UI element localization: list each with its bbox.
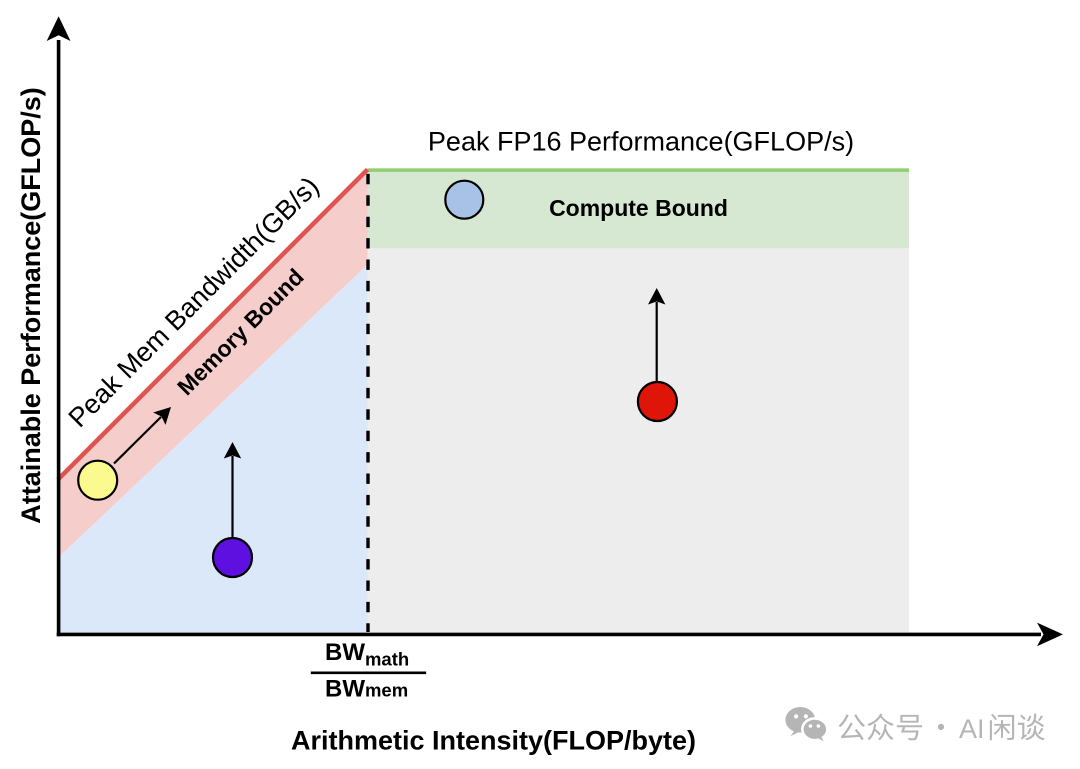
svg-text:Attainable Performance(GFLOP/s: Attainable Performance(GFLOP/s): [16, 87, 46, 524]
svg-text:Compute Bound: Compute Bound: [549, 195, 728, 221]
svg-text:Arithmetic Intensity(FLOP/byte: Arithmetic Intensity(FLOP/byte): [291, 726, 696, 756]
svg-text:BWmem: BWmem: [325, 676, 408, 703]
svg-text:AI: AI: [959, 714, 985, 744]
svg-text:Peak FP16 Performance(GFLOP/s): Peak FP16 Performance(GFLOP/s): [428, 127, 854, 157]
